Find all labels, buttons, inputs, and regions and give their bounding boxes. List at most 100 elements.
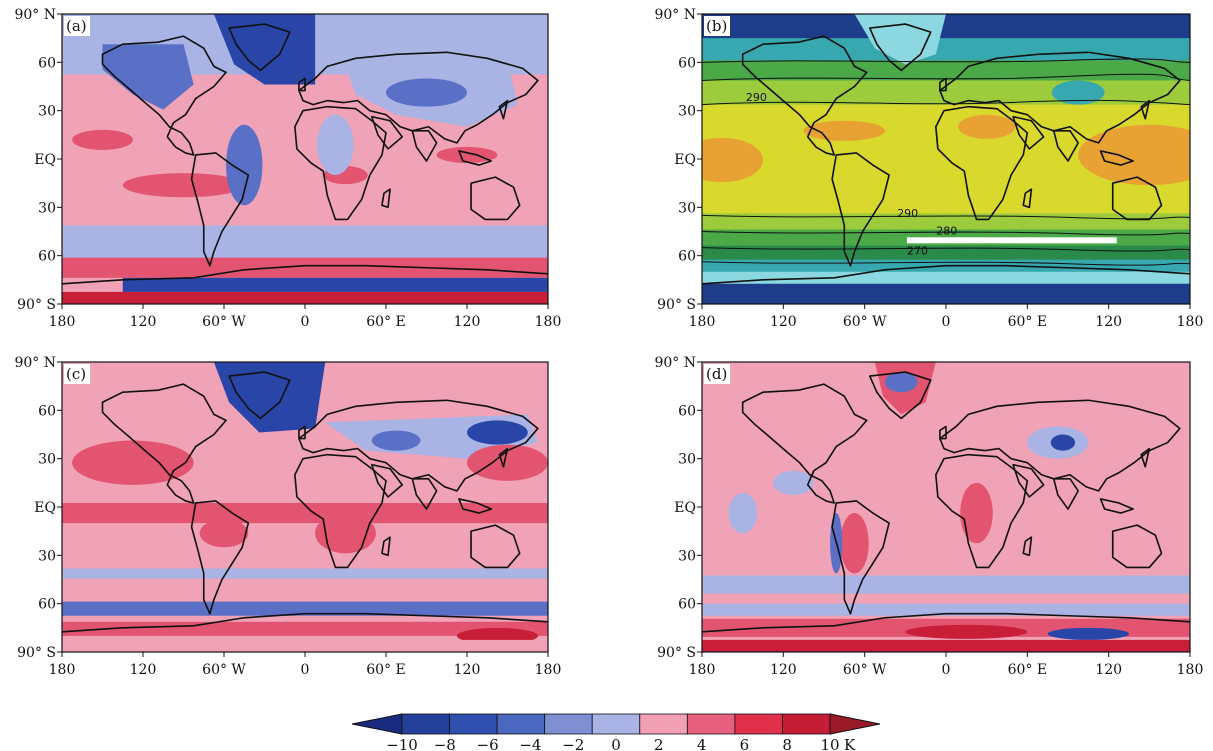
colorbar-min-arrow xyxy=(351,713,403,735)
lat-tick-label: 60 xyxy=(38,55,56,71)
lon-tick-label: 120 xyxy=(1095,662,1122,678)
panel-label: (d) xyxy=(706,365,727,383)
lat-tick-label: 90° N xyxy=(654,7,696,23)
contour-label: 290 xyxy=(746,91,767,104)
lat-tick-label: EQ xyxy=(34,152,56,168)
colorbar-swatch xyxy=(401,713,450,735)
lon-axis: 180 120 60° W 0 60° E 120 180 xyxy=(49,304,562,330)
colorbar-swatch xyxy=(639,713,688,735)
lon-tick-label: 0 xyxy=(942,314,951,330)
lat-tick-label: 60 xyxy=(38,403,56,419)
lat-tick-label: EQ xyxy=(674,500,696,516)
colorbar-tick-label: 4 xyxy=(697,736,707,751)
lon-axis: 180 120 60° W 0 60° E 120 180 xyxy=(689,304,1204,330)
panel-label-box xyxy=(64,16,90,36)
field-c xyxy=(62,362,548,652)
colorbar-tick-label: 8 xyxy=(782,736,792,751)
lat-tick-label: 90° S xyxy=(657,297,696,313)
colorbar-tick-label: −6 xyxy=(477,736,499,751)
lon-axis: 180 120 60° W 0 60° E 120 180 xyxy=(689,652,1204,678)
lat-tick-label: 90° N xyxy=(654,355,696,371)
lon-tick-label: 0 xyxy=(942,662,951,678)
lon-tick-label: 180 xyxy=(1177,314,1204,330)
lat-tick-label: 90° S xyxy=(657,645,696,661)
lon-tick-label: 0 xyxy=(301,314,310,330)
lon-tick-label: 180 xyxy=(535,662,562,678)
lat-tick-label: 90° N xyxy=(14,355,56,371)
lon-tick-label: 120 xyxy=(130,662,157,678)
lon-tick-label: 60° W xyxy=(843,314,887,330)
colorbar-swatch xyxy=(686,713,736,735)
lon-axis: 180 120 60° W 0 60° E 120 180 xyxy=(49,652,562,678)
colorbar: −10 −8 −6 −4 −2 0 2 4 6 8 10 K xyxy=(351,713,881,751)
colorbar-swatch xyxy=(734,713,783,735)
lat-axis: 90° N 60 30 EQ 30 60 90° S xyxy=(14,7,62,313)
panel-label-box xyxy=(704,16,730,36)
colorbar-swatch xyxy=(544,713,593,735)
lat-tick-label: 60 xyxy=(38,597,56,613)
lat-tick-label: 60 xyxy=(678,597,696,613)
colorbar-swatch xyxy=(449,713,498,735)
lon-tick-label: 180 xyxy=(689,314,716,330)
lon-tick-label: 60° E xyxy=(1008,662,1047,678)
lon-tick-label: 180 xyxy=(49,314,76,330)
lat-tick-label: EQ xyxy=(674,152,696,168)
lat-axis: 90° N 60 30 EQ 30 60 90° S xyxy=(654,355,702,661)
lon-tick-label: 120 xyxy=(1095,314,1122,330)
lon-tick-label: 180 xyxy=(689,662,716,678)
lat-tick-label: 60 xyxy=(38,249,56,265)
colorbar-swatch xyxy=(782,713,831,735)
panel-label-box xyxy=(704,364,730,384)
lon-tick-label: 120 xyxy=(130,314,157,330)
lat-tick-label: 30 xyxy=(678,452,696,468)
lon-tick-label: 60° W xyxy=(202,662,246,678)
colorbar-tick-label: 10 xyxy=(820,736,839,751)
colorbar-swatch xyxy=(496,713,546,735)
lat-tick-label: 90° S xyxy=(17,297,56,313)
lon-tick-label: 60° W xyxy=(202,314,246,330)
colorbar-tick-label: 0 xyxy=(611,736,621,751)
lat-tick-label: 30 xyxy=(38,548,56,564)
lon-tick-label: 120 xyxy=(454,662,481,678)
colorbar-tick-label: 2 xyxy=(654,736,664,751)
lat-tick-label: 60 xyxy=(678,403,696,419)
panel-label-box xyxy=(64,364,90,384)
lat-tick-label: 60 xyxy=(678,249,696,265)
lat-tick-label: 30 xyxy=(38,104,56,120)
colorbar-unit: K xyxy=(844,736,856,751)
lon-tick-label: 180 xyxy=(535,314,562,330)
colorbar-tick-label: −2 xyxy=(562,736,584,751)
lat-tick-label: 60 xyxy=(678,55,696,71)
colorbar-swatch xyxy=(591,713,641,735)
lon-tick-label: 60° E xyxy=(366,314,405,330)
contour-label: 280 xyxy=(936,224,957,237)
lat-axis: 90° N 60 30 EQ 30 60 90° S xyxy=(654,7,702,313)
panel-label: (a) xyxy=(66,17,87,35)
lon-tick-label: 120 xyxy=(454,314,481,330)
colorbar-tick-label: 6 xyxy=(740,736,750,751)
lon-tick-label: 60° E xyxy=(366,662,405,678)
lat-tick-label: 30 xyxy=(678,200,696,216)
colorbar-tick-label: −10 xyxy=(386,736,418,751)
lat-tick-label: 90° N xyxy=(14,7,56,23)
lon-tick-label: 180 xyxy=(49,662,76,678)
field-a xyxy=(62,14,548,304)
lat-axis: 90° N 60 30 EQ 30 60 90° S xyxy=(14,355,62,661)
lat-tick-label: EQ xyxy=(34,500,56,516)
lat-tick-label: 30 xyxy=(678,104,696,120)
colorbar-max-arrow xyxy=(829,713,881,735)
colorbar-tick-label: −8 xyxy=(434,736,456,751)
lat-tick-label: 30 xyxy=(678,548,696,564)
lon-tick-label: 180 xyxy=(1177,662,1204,678)
lon-tick-label: 0 xyxy=(301,662,310,678)
lon-tick-label: 60° W xyxy=(843,662,887,678)
lat-tick-label: 30 xyxy=(38,200,56,216)
lon-tick-label: 120 xyxy=(770,662,797,678)
contour-label: 270 xyxy=(907,245,928,258)
lat-tick-label: 30 xyxy=(38,452,56,468)
